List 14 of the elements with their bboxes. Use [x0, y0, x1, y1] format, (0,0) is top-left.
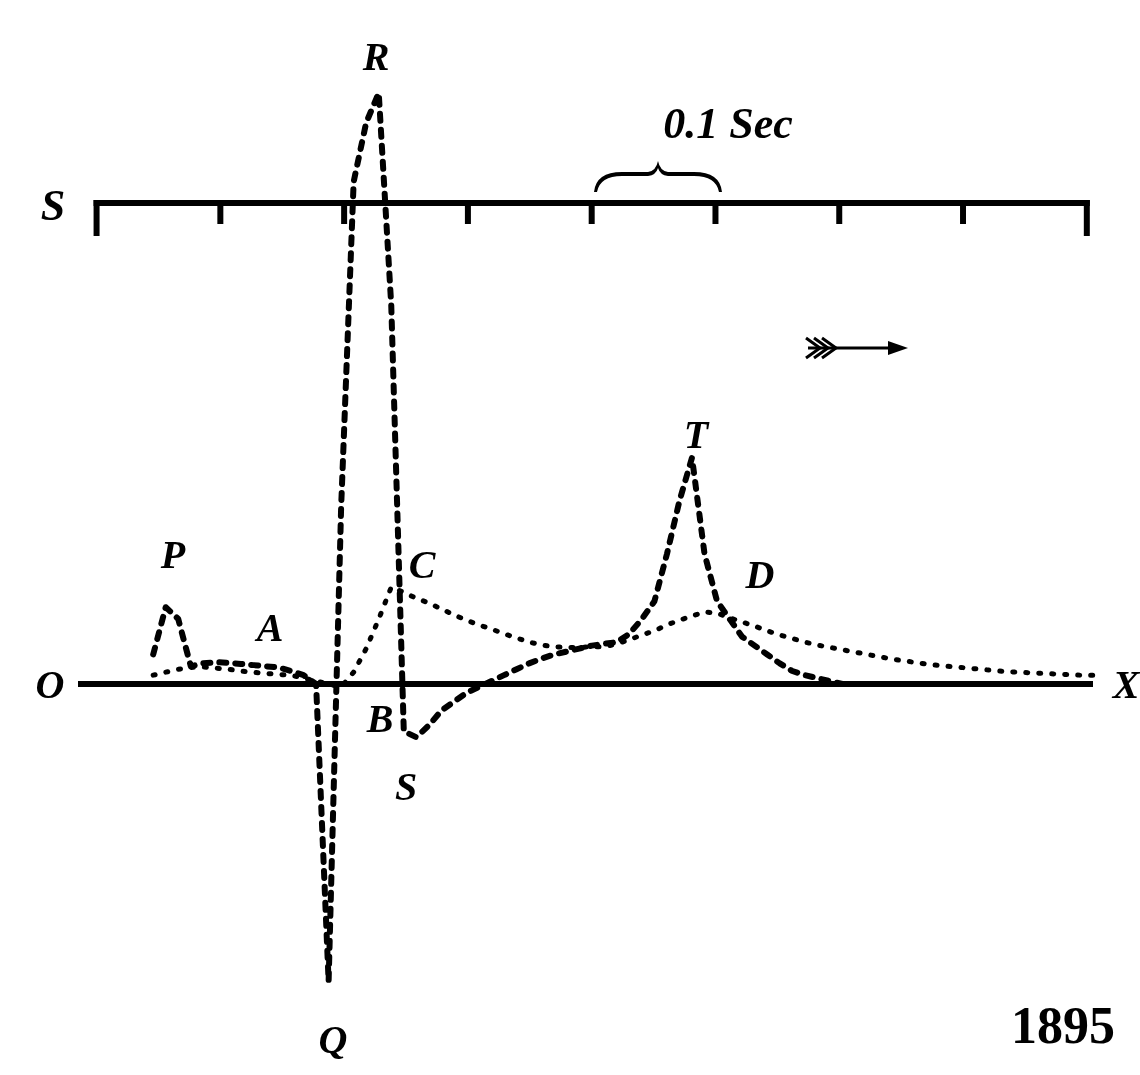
text: 1895 — [1011, 997, 1115, 1054]
text: Q — [318, 1017, 348, 1062]
annotation: B — [365, 696, 394, 741]
text: S — [40, 181, 66, 230]
text: O — [35, 662, 65, 707]
annotation: P — [159, 532, 186, 577]
annotation: C — [408, 542, 437, 587]
annotation: 0.1 Sec — [663, 99, 793, 148]
text: X — [1110, 662, 1140, 707]
annotation: T — [683, 412, 710, 457]
annotation: A — [253, 605, 284, 650]
annotation: S — [394, 764, 418, 809]
annotation: D — [744, 552, 775, 597]
text: R — [361, 34, 390, 79]
